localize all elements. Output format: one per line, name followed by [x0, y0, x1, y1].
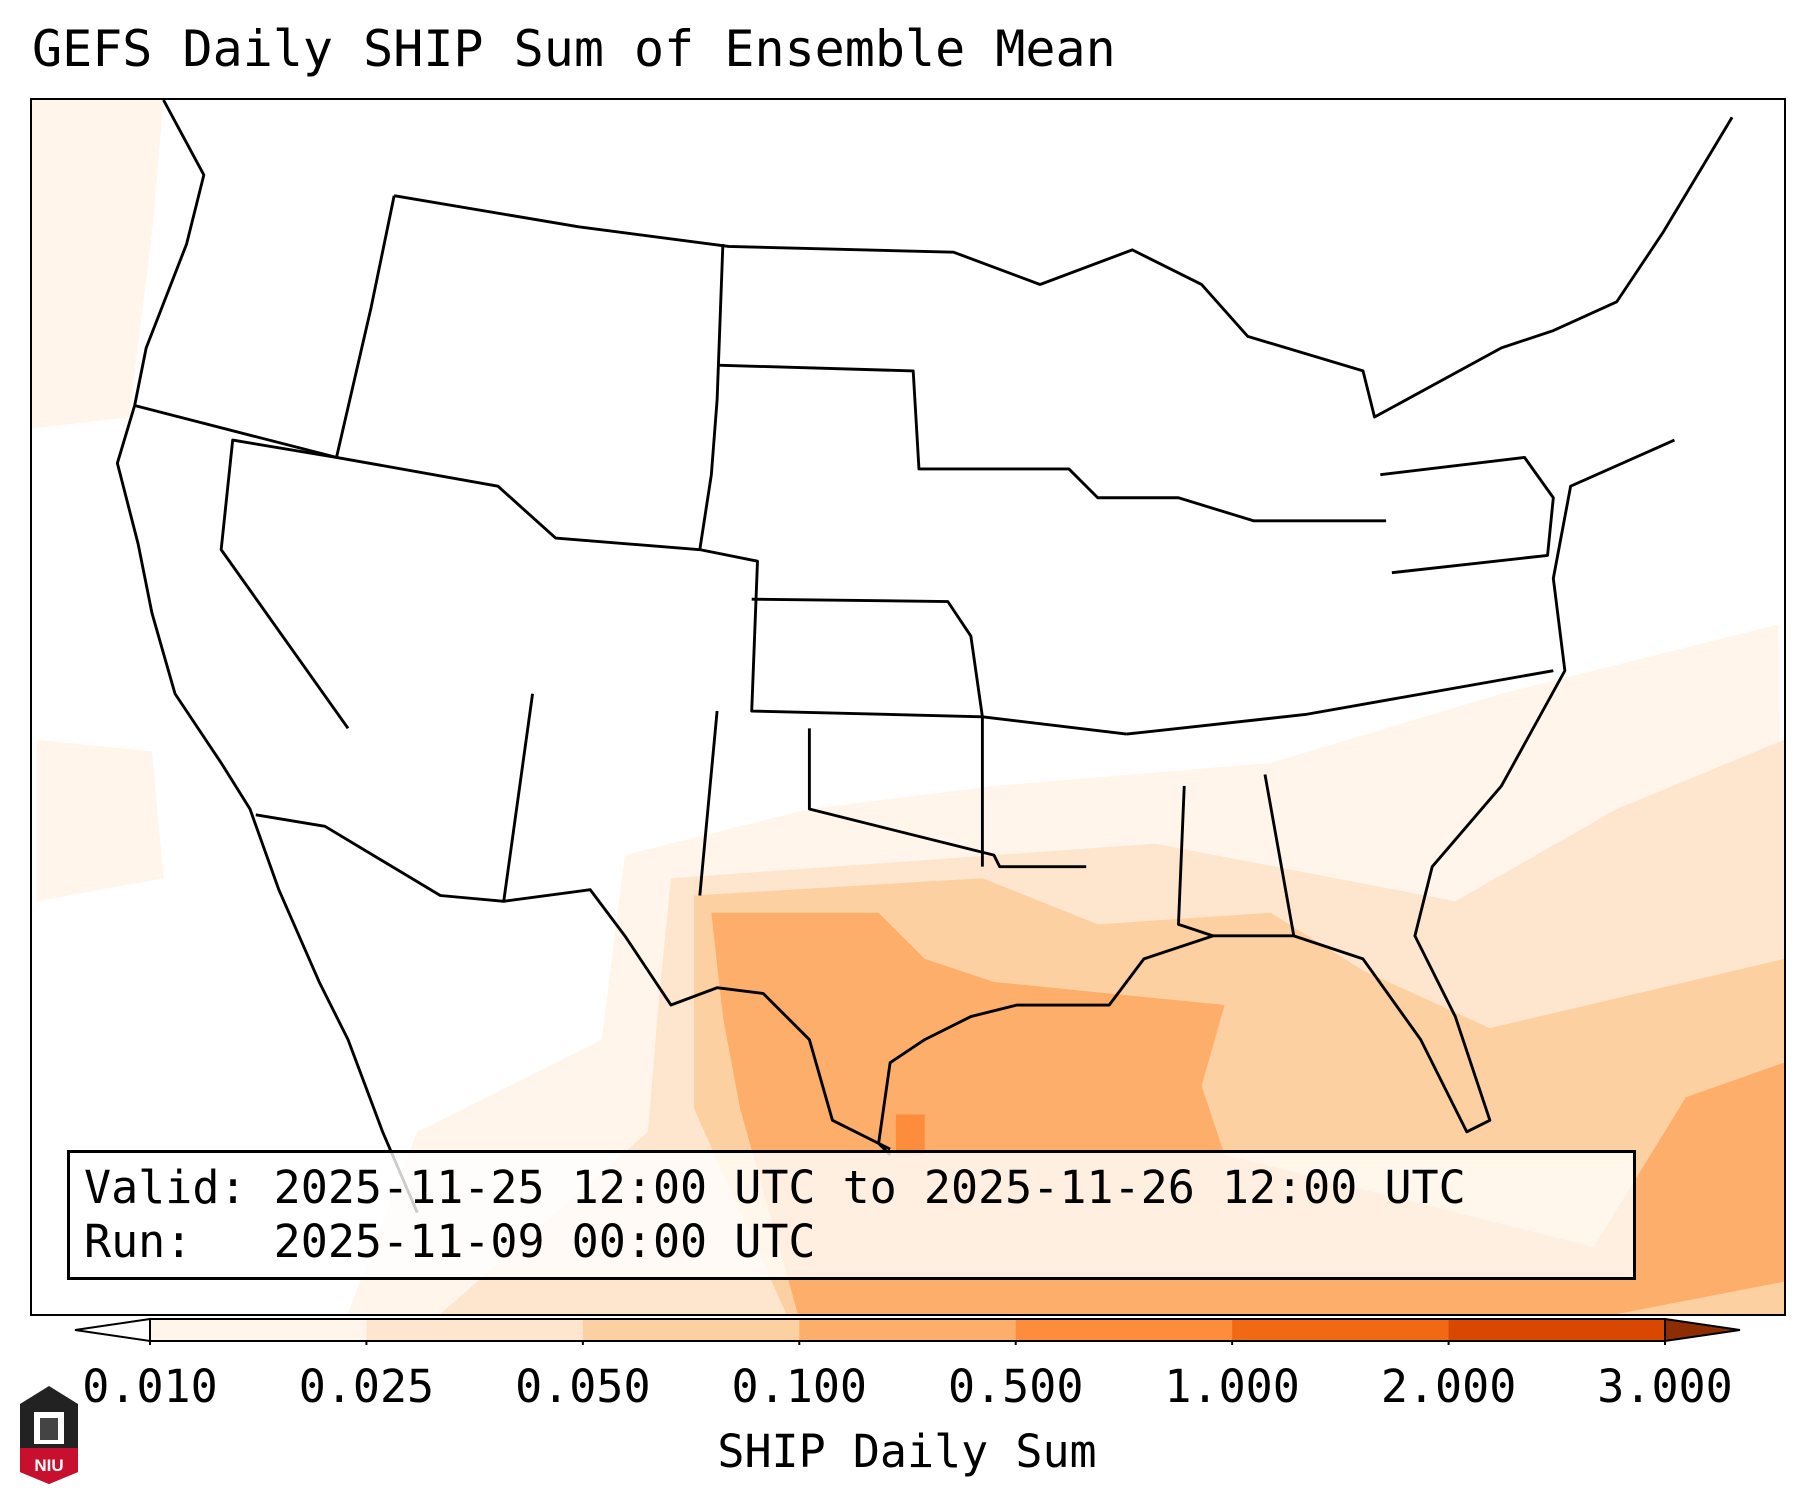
colorbar-tick-label: 3.000	[1597, 1360, 1733, 1413]
shade-level-1	[36, 739, 164, 902]
state-lines	[698, 710, 719, 896]
colorbar-tick-label: 0.050	[515, 1360, 651, 1413]
colorbar-tick-label: 0.010	[82, 1360, 218, 1413]
colorbar-over-triangle	[1664, 1317, 1741, 1343]
state-lines	[1263, 774, 1296, 937]
colorbar-segment	[1232, 1319, 1450, 1341]
west-coastline	[115, 100, 419, 1214]
colorbar-segment	[799, 1319, 1017, 1341]
state-lines	[502, 693, 534, 902]
colorbar-segment	[150, 1319, 367, 1341]
chart-title: GEFS Daily SHIP Sum of Ensemble Mean	[32, 20, 1116, 78]
state-lines	[219, 195, 396, 730]
colorbar-segment	[582, 1319, 800, 1341]
shade-level-5	[895, 1114, 925, 1155]
state-lines	[717, 363, 1387, 523]
colorbar-tick-label: 1.000	[1164, 1360, 1300, 1413]
colorbar	[74, 1317, 1741, 1345]
colorbar-label: SHIP Daily Sum	[717, 1425, 1097, 1478]
state-lines	[1177, 785, 1214, 938]
validity-info-box: Valid: 2025-11-25 12:00 UTC to 2025-11-2…	[67, 1150, 1636, 1280]
colorbar-tick-label: 0.100	[731, 1360, 868, 1413]
colorbar-tick-label: 2.000	[1380, 1360, 1517, 1413]
state-lines	[1380, 455, 1555, 575]
svg-text:NIU: NIU	[34, 1456, 63, 1475]
state-lines	[751, 597, 984, 867]
canada-border	[393, 116, 1734, 419]
boundaries	[115, 100, 1734, 1214]
colorbar-segment	[366, 1319, 584, 1341]
state-lines	[698, 244, 725, 550]
colorbar-frame	[149, 1318, 1666, 1342]
valid-value: 2025-11-25 12:00 UTC to 2025-11-26 12:00…	[273, 1161, 1466, 1214]
run-value: 2025-11-09 00:00 UTC	[273, 1215, 816, 1268]
shade-level-1	[32, 100, 164, 429]
colorbar-segment	[1448, 1319, 1666, 1341]
colorbar-segment	[1015, 1319, 1233, 1341]
state-lines	[1126, 669, 1554, 736]
niu-logo: NIU	[20, 1386, 78, 1484]
map-canvas	[32, 100, 1784, 1314]
colorbar-tick-label: 0.500	[947, 1360, 1084, 1413]
ship-shading	[32, 100, 1784, 1314]
run-label: Run:	[84, 1215, 193, 1268]
east-coastline	[877, 438, 1676, 1156]
colorbar-under-triangle	[74, 1317, 151, 1343]
map-panel	[30, 98, 1786, 1316]
state-lines	[807, 728, 1087, 869]
colorbar-tick-label: 0.025	[298, 1360, 435, 1413]
valid-label: Valid:	[84, 1161, 247, 1214]
mexico-border	[255, 813, 891, 1151]
